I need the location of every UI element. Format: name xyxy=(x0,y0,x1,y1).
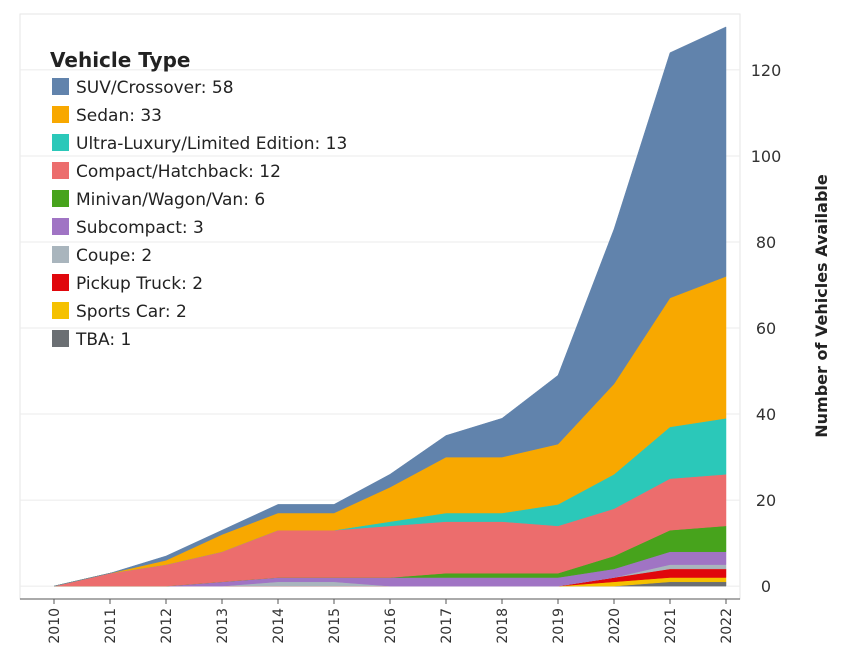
legend-title: Vehicle Type xyxy=(50,48,190,72)
legend-label: SUV/Crossover: 58 xyxy=(76,78,234,98)
y-axis-title: Number of Vehicles Available xyxy=(812,174,831,438)
legend-label: Subcompact: 3 xyxy=(76,218,204,238)
x-tick-label: 2021 xyxy=(663,608,679,644)
x-tick-label: 2014 xyxy=(271,608,287,644)
x-axis-ticks: 2010 2011 2012 2013 2014 2015 2016 2017 2018 2019… xyxy=(47,599,735,644)
stacked-areas xyxy=(53,26,727,587)
legend-items: SUV/Crossover: 58 Sedan: 33 Ultra-Luxury/L… xyxy=(52,78,347,350)
x-tick-label: 2013 xyxy=(215,608,231,644)
legend-label: Pickup Truck: 2 xyxy=(76,274,203,294)
x-tick-label: 2017 xyxy=(439,608,455,644)
legend-label: Minivan/Wagon/Van: 6 xyxy=(76,190,265,210)
y-tick-label: 40 xyxy=(756,405,776,424)
legend-label: Sports Car: 2 xyxy=(76,302,187,322)
y-axis-ticks: 0 20 40 60 80 100 120 xyxy=(751,61,782,596)
x-tick-label: 2018 xyxy=(495,608,511,644)
y-tick-label: 0 xyxy=(761,577,771,596)
legend-label: Sedan: 33 xyxy=(76,106,162,126)
x-tick-label: 2022 xyxy=(719,608,735,644)
legend-label: Compact/Hatchback: 12 xyxy=(76,162,281,182)
x-tick-label: 2015 xyxy=(327,608,343,644)
x-tick-label: 2019 xyxy=(551,608,567,644)
legend-swatch xyxy=(52,78,69,95)
y-tick-label: 60 xyxy=(756,319,776,338)
legend-swatch xyxy=(52,302,69,319)
y-tick-label: 100 xyxy=(751,147,782,166)
legend-swatch xyxy=(52,274,69,291)
x-tick-label: 2016 xyxy=(383,608,399,644)
x-tick-label: 2011 xyxy=(103,608,119,644)
area-suv-crossover xyxy=(53,26,727,587)
legend-swatch xyxy=(52,190,69,207)
legend-swatch xyxy=(52,106,69,123)
legend-swatch xyxy=(52,330,69,347)
legend-label: Coupe: 2 xyxy=(76,246,152,266)
y-tick-label: 120 xyxy=(751,61,782,80)
legend-label: TBA: 1 xyxy=(75,330,131,350)
legend-swatch xyxy=(52,218,69,235)
y-tick-label: 20 xyxy=(756,491,776,510)
legend-swatch xyxy=(52,246,69,263)
legend: Vehicle Type SUV/Crossover: 58 Sedan: 33 U… xyxy=(50,48,347,350)
legend-swatch xyxy=(52,134,69,151)
x-tick-label: 2012 xyxy=(159,608,175,644)
x-tick-label: 2010 xyxy=(47,608,63,644)
y-tick-label: 80 xyxy=(756,233,776,252)
legend-swatch xyxy=(52,162,69,179)
x-tick-label: 2020 xyxy=(607,608,623,644)
legend-label: Ultra-Luxury/Limited Edition: 13 xyxy=(76,134,347,154)
